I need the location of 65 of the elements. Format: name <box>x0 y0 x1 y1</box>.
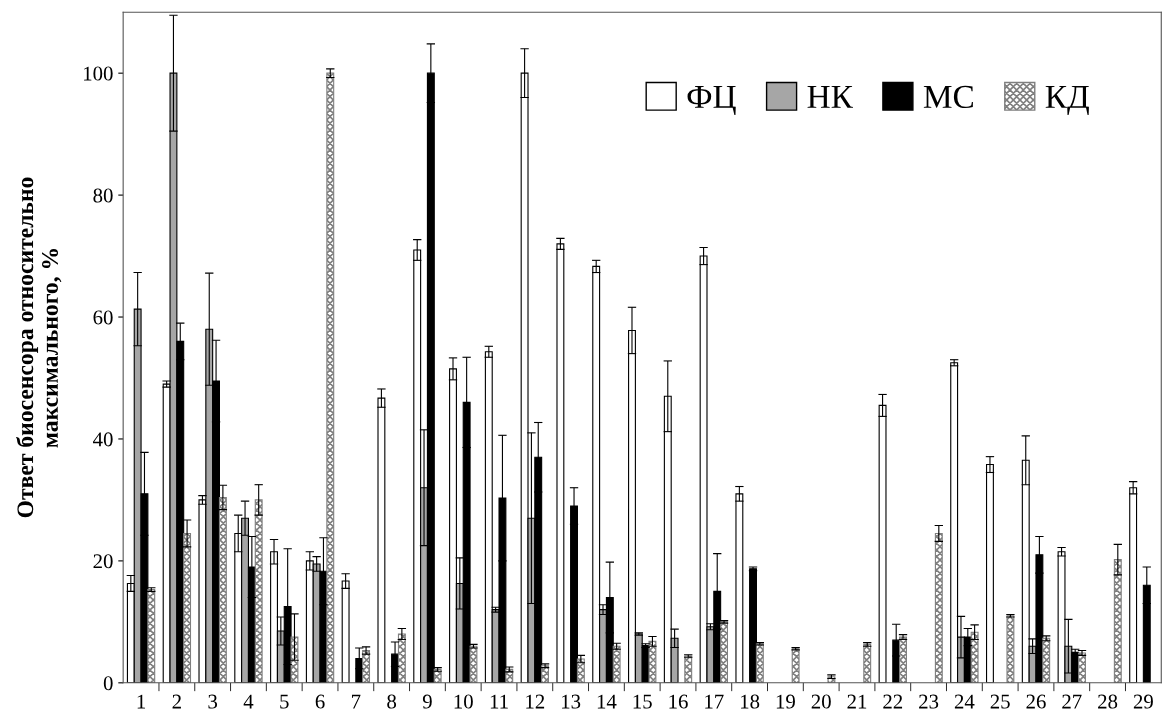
x-tick-label: 19 <box>776 694 795 709</box>
legend-label: НК <box>807 85 854 108</box>
bar <box>755 643 764 683</box>
bar <box>1078 652 1086 683</box>
x-tick-label: 17 <box>705 694 724 709</box>
x-tick-label: 16 <box>669 694 688 709</box>
x-tick-label: 6 <box>315 694 325 709</box>
y-tick-label: 60 <box>93 310 113 325</box>
y-tick-label: 20 <box>93 554 113 569</box>
legend-label: ФЦ <box>687 85 736 115</box>
x-tick-label: 10 <box>454 694 473 709</box>
x-tick-label: 11 <box>490 694 508 709</box>
x-tick-label: 18 <box>741 694 760 709</box>
x-tick-label: 13 <box>562 694 581 709</box>
x-tick-label: 14 <box>597 694 617 709</box>
x-tick-label: 29 <box>1133 694 1153 709</box>
bar <box>720 621 729 683</box>
bar <box>1006 615 1015 683</box>
bar <box>1113 559 1122 683</box>
x-tick-label: 9 <box>422 694 432 709</box>
bar <box>648 640 657 683</box>
bar <box>397 633 406 683</box>
bar <box>1042 637 1051 683</box>
y-tick-label: 100 <box>84 66 113 81</box>
bar <box>576 658 585 683</box>
x-tick-label: 4 <box>243 694 254 709</box>
x-tick-label: 24 <box>954 694 975 709</box>
bar <box>863 643 872 683</box>
x-tick-label: 27 <box>1062 694 1082 709</box>
bar <box>183 532 192 683</box>
x-tick-label: 2 <box>172 694 181 709</box>
bar <box>147 588 156 683</box>
bar <box>290 636 299 683</box>
bar <box>254 499 263 683</box>
x-tick-label: 7 <box>352 694 361 709</box>
x-tick-label: 21 <box>847 694 867 709</box>
x-tick-label: 12 <box>526 694 545 709</box>
bar <box>469 645 478 683</box>
bar <box>684 655 693 683</box>
y-tick-label: 80 <box>93 188 113 203</box>
bar <box>556 243 565 683</box>
x-tick-label: 20 <box>811 694 831 709</box>
y-axis-title: Ответ биосенсора относительно максимального, % <box>16 177 62 518</box>
y-tick-label: 0 <box>103 676 113 691</box>
x-tick-label: 8 <box>387 694 397 709</box>
x-tick-label: 25 <box>990 694 1010 709</box>
bar <box>362 649 371 683</box>
bar <box>612 645 621 683</box>
bar <box>791 648 800 683</box>
bar <box>218 496 227 683</box>
x-tick-label: 22 <box>883 694 903 709</box>
bar <box>970 631 979 683</box>
x-tick-label: 3 <box>208 694 218 709</box>
legend-label: МС <box>923 85 973 109</box>
x-tick-label: 1 <box>137 694 146 709</box>
x-tick-label: 28 <box>1098 694 1118 709</box>
x-tick-label: 15 <box>633 694 652 709</box>
bar <box>934 532 943 683</box>
bar <box>326 72 335 683</box>
legend-label: КД <box>1045 85 1089 115</box>
x-tick-label: 23 <box>919 694 939 709</box>
x-tick-label: 26 <box>1026 694 1046 709</box>
x-tick-label: 5 <box>280 694 289 709</box>
y-tick-label: 40 <box>93 432 113 447</box>
bar <box>899 636 907 683</box>
